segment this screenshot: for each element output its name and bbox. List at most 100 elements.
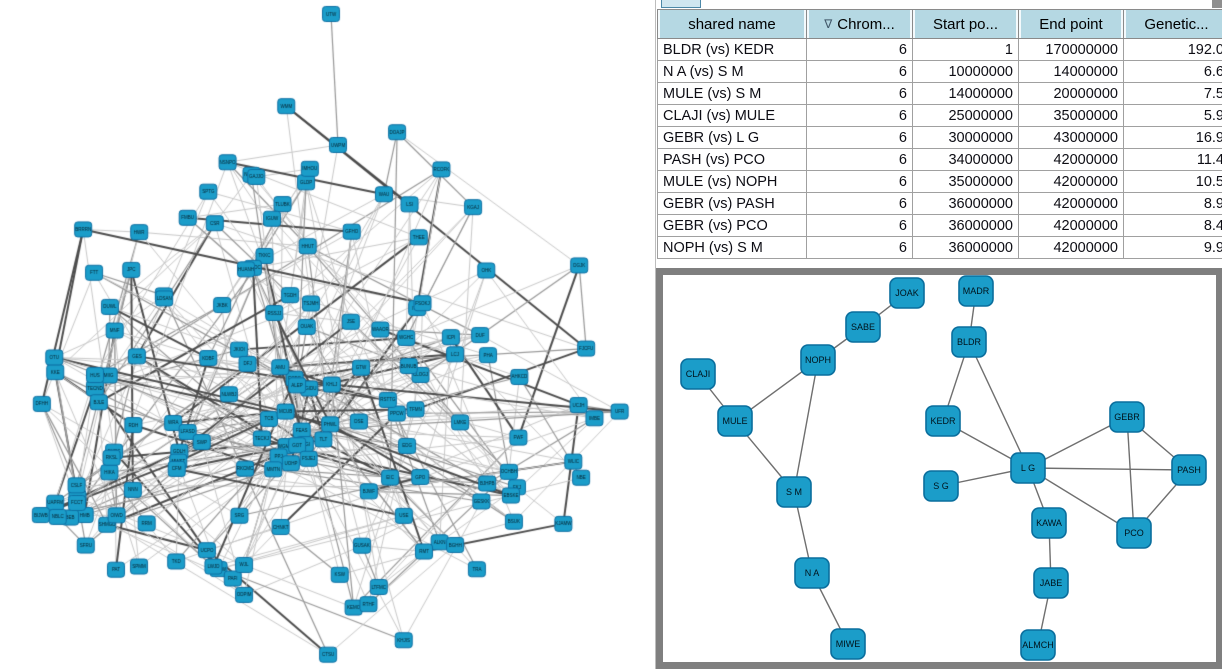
edge-attribute-table-panel: shared name ∇ Chrom... Start po... End po… xyxy=(656,0,1222,262)
table-cell[interactable]: N A (vs) S M xyxy=(657,60,807,83)
table-cell[interactable]: 1 xyxy=(912,38,1019,61)
table-cell[interactable]: 5.9 xyxy=(1123,104,1222,127)
table-cell[interactable]: 14000000 xyxy=(1018,60,1124,83)
detail-node-claji[interactable]: CLAJI xyxy=(680,358,716,390)
table-cell[interactable]: 11.4 xyxy=(1123,148,1222,171)
detail-edge-NOPH-SM[interactable] xyxy=(793,359,819,493)
table-cell[interactable]: MULE (vs) S M xyxy=(657,82,807,105)
table-row[interactable]: NOPH (vs) S M 6 36000000 42000000 9.9 xyxy=(657,236,1222,259)
table-cell[interactable]: 6 xyxy=(806,126,913,149)
table-cell[interactable]: 6.6 xyxy=(1123,60,1222,83)
detail-node-n-a[interactable]: N A xyxy=(794,557,830,589)
table-cell[interactable]: 6 xyxy=(806,170,913,193)
table-row[interactable]: CLAJI (vs) MULE 6 25000000 35000000 5.9 xyxy=(657,104,1222,127)
detail-node-noph[interactable]: NOPH xyxy=(800,344,836,376)
table-cell[interactable]: 42000000 xyxy=(1018,214,1124,237)
table-cell[interactable]: 7.5 xyxy=(1123,82,1222,105)
table-cell[interactable]: 10.5 xyxy=(1123,170,1222,193)
filter-funnel-icon[interactable]: ∇ xyxy=(824,16,833,31)
column-header-chromosome-label: Chrom... xyxy=(837,15,895,33)
table-cell[interactable]: NOPH (vs) S M xyxy=(657,236,807,259)
scrollbar-top-fragment[interactable] xyxy=(1212,0,1222,8)
detail-edge-BLDR-LG[interactable] xyxy=(968,341,1029,469)
table-cell[interactable]: 35000000 xyxy=(912,170,1019,193)
table-cell[interactable]: 8.4 xyxy=(1123,214,1222,237)
table-cell[interactable]: GEBR (vs) L G xyxy=(657,126,807,149)
table-cell[interactable]: PASH (vs) PCO xyxy=(657,148,807,171)
table-cell[interactable]: 6 xyxy=(806,148,913,171)
detail-node-miwe[interactable]: MIWE xyxy=(830,628,866,660)
detail-node-pco[interactable]: PCO xyxy=(1116,517,1152,549)
detail-node-pash[interactable]: PASH xyxy=(1171,454,1207,486)
table-cell[interactable]: 6 xyxy=(806,38,913,61)
overview-network-panel xyxy=(0,0,655,669)
table-cell[interactable]: 36000000 xyxy=(912,214,1019,237)
column-header-shared-name[interactable]: shared name xyxy=(657,9,807,39)
detail-network-viewport[interactable]: JOAK SABE NOPH CLAJI MULE S M N A MIWE MADR BLDR K… xyxy=(663,275,1216,662)
table-cell[interactable]: 16.9 xyxy=(1123,126,1222,149)
table-row[interactable]: PASH (vs) PCO 6 34000000 42000000 11.4 xyxy=(657,148,1222,171)
table-cell[interactable]: 42000000 xyxy=(1018,148,1124,171)
table-cell[interactable]: 42000000 xyxy=(1018,192,1124,215)
detail-node-s-g[interactable]: S G xyxy=(923,470,959,502)
toolbar-tab-fragment[interactable] xyxy=(661,0,701,8)
table-row[interactable]: GEBR (vs) PASH 6 36000000 42000000 8.9 xyxy=(657,192,1222,215)
table-cell[interactable]: BLDR (vs) KEDR xyxy=(657,38,807,61)
table-cell[interactable]: 43000000 xyxy=(1018,126,1124,149)
table-cell[interactable]: 25000000 xyxy=(912,104,1019,127)
detail-node-madr[interactable]: MADR xyxy=(958,275,994,307)
table-cell[interactable]: 6 xyxy=(806,104,913,127)
table-cell[interactable]: 9.9 xyxy=(1123,236,1222,259)
table-cell[interactable]: 8.9 xyxy=(1123,192,1222,215)
detail-edge-LG-PASH[interactable] xyxy=(1027,467,1190,471)
table-cell[interactable]: GEBR (vs) PCO xyxy=(657,214,807,237)
table-cell[interactable]: 10000000 xyxy=(912,60,1019,83)
detail-node-mule[interactable]: MULE xyxy=(717,405,753,437)
detail-node-s-m[interactable]: S M xyxy=(776,476,812,508)
table-row[interactable]: GEBR (vs) PCO 6 36000000 42000000 8.4 xyxy=(657,214,1222,237)
table-cell[interactable]: 42000000 xyxy=(1018,236,1124,259)
detail-node-gebr[interactable]: GEBR xyxy=(1109,401,1145,433)
table-row[interactable]: MULE (vs) NOPH 6 35000000 42000000 10.5 xyxy=(657,170,1222,193)
detail-node-sabe[interactable]: SABE xyxy=(845,311,881,343)
column-header-chromosome[interactable]: ∇ Chrom... xyxy=(806,9,913,39)
table-cell[interactable]: 35000000 xyxy=(1018,104,1124,127)
detail-edge-LG-PCO[interactable] xyxy=(1027,467,1135,534)
table-cell[interactable]: 20000000 xyxy=(1018,82,1124,105)
table-cell[interactable]: 6 xyxy=(806,60,913,83)
edge-attribute-table: shared name ∇ Chrom... Start po... End po… xyxy=(657,9,1222,259)
detail-node-joak[interactable]: JOAK xyxy=(889,277,925,309)
table-cell[interactable]: 36000000 xyxy=(912,192,1019,215)
table-cell[interactable]: CLAJI (vs) MULE xyxy=(657,104,807,127)
table-cell[interactable]: 6 xyxy=(806,82,913,105)
toolbar-fragment xyxy=(656,0,1222,9)
table-row[interactable]: N A (vs) S M 6 10000000 14000000 6.6 xyxy=(657,60,1222,83)
table-cell[interactable]: 170000000 xyxy=(1018,38,1124,61)
detail-node-l-g[interactable]: L G xyxy=(1010,452,1046,484)
right-column: shared name ∇ Chrom... Start po... End po… xyxy=(655,0,1222,669)
detail-node-bldr[interactable]: BLDR xyxy=(951,326,987,358)
table-cell[interactable]: 42000000 xyxy=(1018,170,1124,193)
table-cell[interactable]: 6 xyxy=(806,214,913,237)
table-cell[interactable]: 6 xyxy=(806,192,913,215)
table-cell[interactable]: MULE (vs) NOPH xyxy=(657,170,807,193)
detail-node-almch[interactable]: ALMCH xyxy=(1020,629,1056,661)
column-header-end-point[interactable]: End point xyxy=(1018,9,1124,39)
table-cell[interactable]: 30000000 xyxy=(912,126,1019,149)
detail-node-kedr[interactable]: KEDR xyxy=(925,405,961,437)
detail-node-kawa[interactable]: KAWA xyxy=(1031,507,1067,539)
table-row[interactable]: BLDR (vs) KEDR 6 1 170000000 192.0 xyxy=(657,38,1222,61)
table-row[interactable]: MULE (vs) S M 6 14000000 20000000 7.5 xyxy=(657,82,1222,105)
table-cell[interactable]: 6 xyxy=(806,236,913,259)
table-row[interactable]: GEBR (vs) L G 6 30000000 43000000 16.9 xyxy=(657,126,1222,149)
table-cell[interactable]: GEBR (vs) PASH xyxy=(657,192,807,215)
overview-network-canvas[interactable] xyxy=(0,0,655,669)
table-cell[interactable]: 36000000 xyxy=(912,236,1019,259)
column-header-start-point[interactable]: Start po... xyxy=(912,9,1019,39)
table-cell[interactable]: 34000000 xyxy=(912,148,1019,171)
table-cell[interactable]: 14000000 xyxy=(912,82,1019,105)
detail-node-jabe[interactable]: JABE xyxy=(1033,567,1069,599)
column-header-genetic[interactable]: Genetic... xyxy=(1123,9,1222,39)
detail-edge-GEBR-PCO[interactable] xyxy=(1126,416,1135,534)
table-cell[interactable]: 192.0 xyxy=(1123,38,1222,61)
